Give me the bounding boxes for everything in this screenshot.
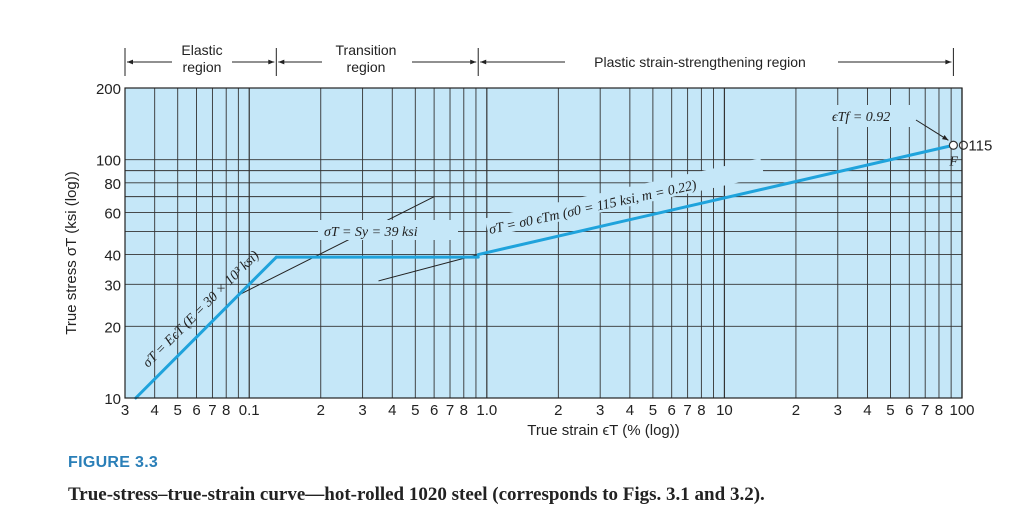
x-tick-label: 2 — [554, 402, 562, 419]
x-tick-label: 6 — [668, 402, 676, 419]
x-tick-label: 5 — [886, 402, 894, 419]
x-tick-label: 2 — [792, 402, 800, 419]
x-tick-label: 4 — [863, 402, 871, 419]
yield-label-background — [318, 220, 458, 240]
x-axis-title: True strain ϵT (% (log)) — [527, 422, 680, 439]
curve-segment-3 — [476, 143, 955, 257]
fracture-stress-marker — [958, 140, 968, 150]
elastic-region-label: region — [183, 59, 222, 75]
fracture-label-background — [828, 105, 914, 127]
x-tick-label: 6 — [905, 402, 913, 419]
y-tick-label: 40 — [104, 248, 121, 265]
figure-caption: True-stress–true-strain curve—hot-rolled… — [68, 484, 765, 505]
plastic-label-background — [484, 158, 765, 237]
y-tick-label: 10 — [104, 391, 121, 408]
x-tick-label: 3 — [834, 402, 842, 419]
x-tick-label: 7 — [208, 402, 216, 419]
x-tick-label: 6 — [192, 402, 200, 419]
x-tick-label: 4 — [626, 402, 634, 419]
fracture-strain-label: ϵTf = 0.92 — [832, 110, 890, 125]
x-tick-label: 8 — [222, 402, 230, 419]
x-tick-label: 5 — [174, 402, 182, 419]
x-tick-label: 4 — [388, 402, 396, 419]
fracture-point-label: F — [948, 154, 958, 169]
transition-region-label: Transition — [336, 42, 397, 58]
reference-line-2 — [378, 254, 479, 282]
reference-line-1 — [238, 196, 435, 296]
y-axis-title: True stress σT (ksi (log)) — [63, 171, 80, 334]
x-tick-label: 1.0 — [476, 402, 497, 419]
x-tick-label: 2 — [317, 402, 325, 419]
x-tick-label: 7 — [446, 402, 454, 419]
plastic-region-label: Plastic strain-strengthening region — [594, 54, 806, 70]
x-tick-label: 8 — [697, 402, 705, 419]
x-tick-label: 0.1 — [239, 402, 260, 419]
curve-segment-1 — [134, 255, 278, 400]
fracture-stress-value: 115 — [968, 137, 992, 154]
x-tick-label: 7 — [683, 402, 691, 419]
y-tick-label: 30 — [104, 277, 121, 294]
fracture-point-marker — [948, 140, 958, 150]
x-tick-label: 8 — [935, 402, 943, 419]
x-tick-label: 7 — [921, 402, 929, 419]
elastic-region-label: Elastic — [181, 42, 222, 58]
chart-svg: 3 4 5 6 7 8 0.1 2 3 4 5 6 7 8 1.0 2 3 4 5 6 7 8 10 2 3 4 5 6 7 8 10010… — [63, 42, 992, 439]
x-tick-label: 5 — [649, 402, 657, 419]
x-tick-label: 100 — [949, 402, 974, 419]
figure-label: FIGURE 3.3 — [68, 454, 159, 471]
y-tick-label: 20 — [104, 319, 121, 336]
plot-area — [125, 88, 962, 398]
transition-region-label: region — [347, 59, 386, 75]
x-tick-label: 5 — [411, 402, 419, 419]
x-tick-label: 8 — [460, 402, 468, 419]
yield-equation-label: σT = Sy = 39 ksi — [324, 225, 418, 240]
x-tick-label: 3 — [358, 402, 366, 419]
plot-frame — [124, 87, 963, 399]
y-tick-label: 80 — [104, 176, 121, 193]
x-tick-label: 3 — [121, 402, 129, 419]
x-tick-label: 3 — [596, 402, 604, 419]
x-tick-label: 10 — [716, 402, 733, 419]
x-tick-label: 4 — [151, 402, 159, 419]
y-tick-label: 200 — [96, 81, 121, 98]
y-tick-label: 100 — [96, 153, 121, 170]
x-tick-label: 6 — [430, 402, 438, 419]
y-tick-label: 60 — [104, 206, 121, 223]
fracture-pointer-arrow — [915, 119, 949, 141]
